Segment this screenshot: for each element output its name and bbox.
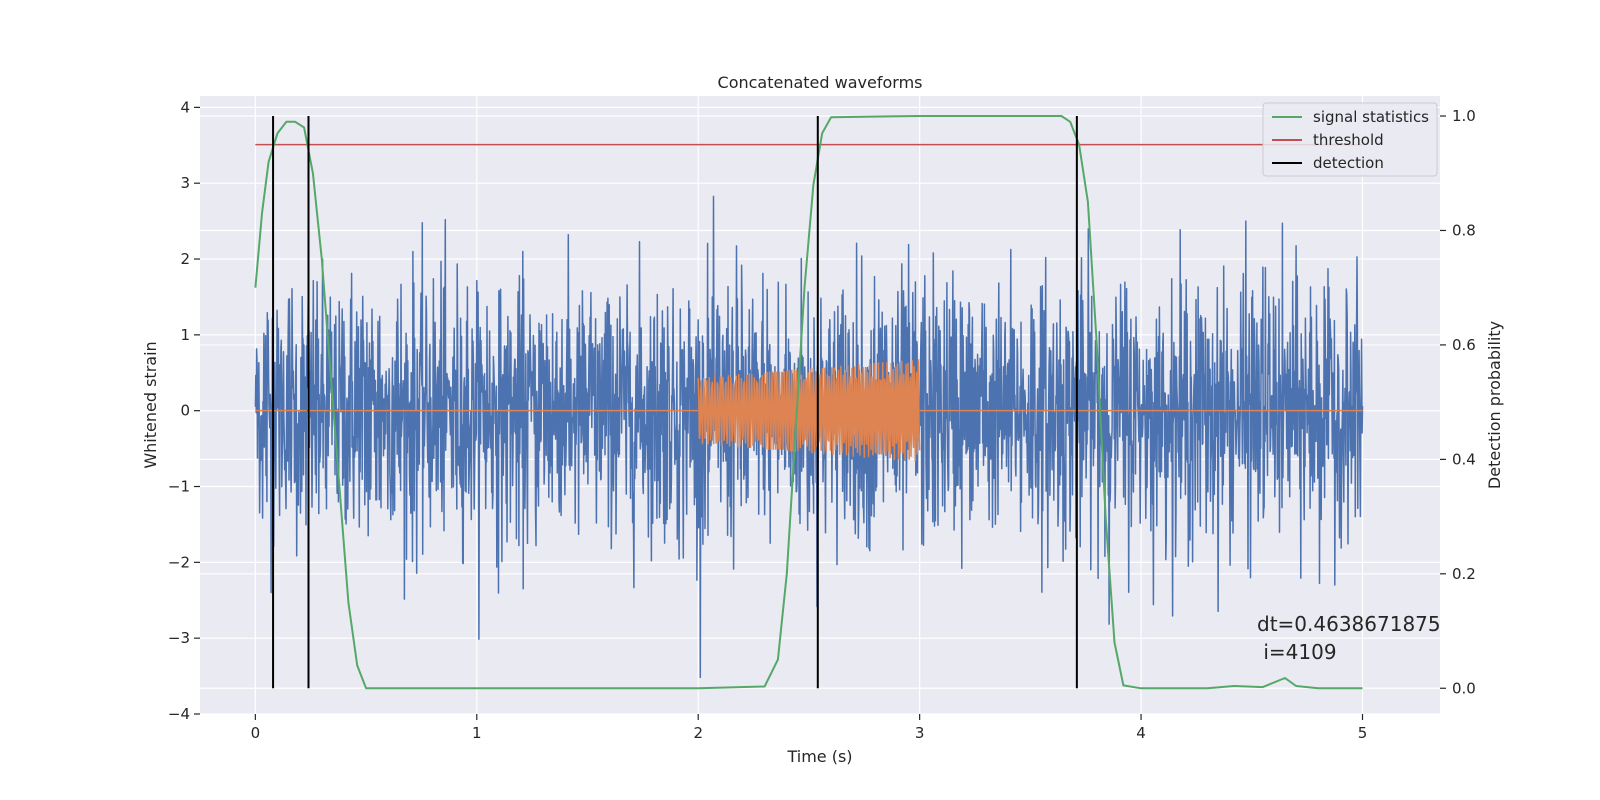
y2-tick-label: 0.0 (1452, 679, 1476, 697)
x-axis-label: Time (s) (786, 747, 852, 766)
y2-tick-label: 0.8 (1452, 221, 1476, 239)
x-tick-label: 0 (251, 724, 261, 742)
y-tick-label: −1 (168, 478, 190, 496)
signal-statistics-series (254, 115, 1363, 690)
detection-series (272, 116, 1078, 689)
y2-tick-label: 0.6 (1452, 336, 1476, 354)
x-tick-label: 1 (472, 724, 482, 742)
legend-label-detection: detection (1313, 154, 1384, 172)
x-tick-label: 5 (1358, 724, 1368, 742)
legend-label-threshold: threshold (1313, 131, 1384, 149)
y2-tick-label: 1.0 (1452, 107, 1476, 125)
plot-series (254, 115, 1364, 690)
y-tick-label: 4 (180, 98, 190, 116)
chirp-line (697, 359, 921, 462)
annotation-i: i=4109 (1257, 640, 1337, 664)
y2-tick-label: 0.4 (1452, 450, 1476, 468)
y2-tick-label: 0.2 (1452, 565, 1476, 583)
y-tick-label: −3 (168, 629, 190, 647)
legend-box (1262, 102, 1438, 177)
bottom-axis: 0 1 2 3 4 5 (251, 714, 1368, 742)
chart-title: Concatenated waveforms (718, 73, 923, 92)
right-axis: 0.0 0.2 0.4 0.6 0.8 1.0 (1440, 107, 1476, 697)
y-tick-label: 0 (180, 402, 190, 420)
signal-statistics-line (254, 115, 1363, 690)
legend-label-signal-statistics: signal statistics (1313, 108, 1429, 126)
y-tick-label: −4 (168, 705, 190, 723)
left-axis: −4 −3 −2 −1 0 1 2 3 4 (168, 98, 200, 723)
legend: signal statistics threshold detection (1262, 102, 1438, 177)
x-tick-label: 3 (915, 724, 925, 742)
y-tick-label: 1 (180, 326, 190, 344)
x-tick-label: 2 (693, 724, 703, 742)
y-tick-label: 2 (180, 250, 190, 268)
y-tick-label: −2 (168, 553, 190, 571)
annotation-dt: dt=0.4638671875 (1257, 612, 1441, 636)
y2-axis-label: Detection probability (1485, 321, 1504, 489)
x-tick-label: 4 (1136, 724, 1146, 742)
chirp-series (255, 359, 1363, 462)
y-tick-label: 3 (180, 174, 190, 192)
y-axis-label: Whitened strain (141, 341, 160, 468)
